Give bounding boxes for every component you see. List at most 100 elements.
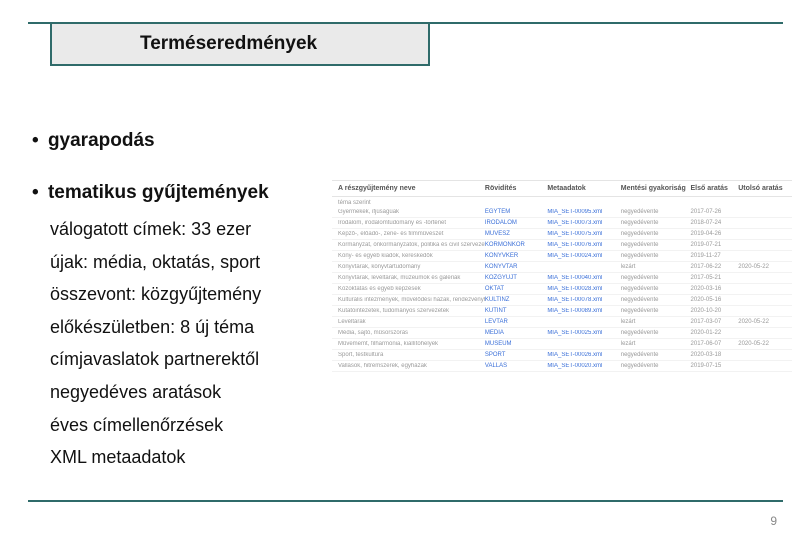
table-row: Sport, testkultúraSPORTMIA_SET-00026.xml…: [332, 350, 792, 361]
table-cell-c4: lezárt: [621, 264, 691, 270]
table-cell-c1: Művememt, filharmónia, kiállítóhelyek: [338, 341, 485, 347]
table-cell-c5: 2020-10-20: [691, 308, 739, 314]
table-cell-c4: negyedévente: [621, 253, 691, 259]
bullet-dot: •: [32, 182, 39, 203]
table-cell-c1: Kormányzat, önkormányzatok, politika és …: [338, 242, 485, 248]
table-cell-c5: 2019-07-21: [691, 242, 739, 248]
table-cell-c4: negyedévente: [621, 209, 691, 215]
table-cell-c3: MIA_SET-00078.xml: [547, 297, 620, 303]
table-row: Könyvtárak, könyvtártudományKONYVTAR lezá…: [332, 262, 792, 273]
table-cell-c5: 2017-06-07: [691, 341, 739, 347]
table-row: Irodalom, irodalomtudomány és -történetI…: [332, 218, 792, 229]
table-cell-c5: 2019-04-26: [691, 231, 739, 237]
table-cell-c5: 2018-07-24: [691, 220, 739, 226]
table-header: A részgyűjtemény neve Rövidítés Metaadat…: [332, 181, 792, 197]
table-cell-c2: KOZGYUJT: [485, 275, 547, 281]
table-cell-c4: negyedévente: [621, 352, 691, 358]
bottom-rule: [28, 500, 783, 502]
table-cell-c2: IRODALOM: [485, 220, 547, 226]
bullet-dot: •: [32, 130, 39, 151]
table-section-label: téma szerint: [332, 197, 792, 207]
table-cell-c5: 2019-07-15: [691, 363, 739, 369]
table-cell-c5: 2017-05-21: [691, 275, 739, 281]
table-cell-c5: 2017-03-07: [691, 319, 739, 325]
bullet-1: • gyarapodás: [30, 130, 340, 152]
table-cell-c5: 2017-07-26: [691, 209, 739, 215]
table-cell-c2: KULTINZ: [485, 297, 547, 303]
table-cell-c3: MIA_SET-00028.xml: [547, 286, 620, 292]
table-cell-c2: SPORT: [485, 352, 547, 358]
table-row: Kutatóintézetek, tudományos szervezetekK…: [332, 306, 792, 317]
table-cell-c5: 2019-11-27: [691, 253, 739, 259]
table-cell-c3: MIA_SET-00076.xml: [547, 242, 620, 248]
table-cell-c3: MIA_SET-00025.xml: [547, 330, 620, 336]
table-body: Gyermekek, ifjúságúakEGYTEMMIA_SET-00095…: [332, 207, 792, 372]
table-cell-c2: KONYVKER: [485, 253, 547, 259]
table-cell-c5: 2020-03-18: [691, 352, 739, 358]
table-cell-c2: MUVESZ: [485, 231, 547, 237]
table-cell-c2: MUSEUM: [485, 341, 547, 347]
table-cell-c4: negyedévente: [621, 297, 691, 303]
table-cell-c1: Vallások, hitremszerek, egyházak: [338, 363, 485, 369]
table-cell-c1: Könyvtárak, könyvtártudomány: [338, 264, 485, 270]
sub-item: újak: média, oktatás, sport: [50, 247, 340, 278]
bullet-2-text: tematikus gyűjtemények: [48, 182, 269, 203]
table-row: Gyermekek, ifjúságúakEGYTEMMIA_SET-00095…: [332, 207, 792, 218]
table-cell-c2: KONYVTAR: [485, 264, 547, 270]
collections-table: A részgyűjtemény neve Rövidítés Metaadat…: [332, 180, 792, 372]
table-row: Média, sajtó, műsorszórásMEDIAMIA_SET-00…: [332, 328, 792, 339]
sub-item: válogatott címek: 33 ezer: [50, 214, 340, 245]
th-abbr: Rövidítés: [485, 185, 547, 192]
table-cell-c2: VALLAS: [485, 363, 547, 369]
table-cell-c1: Képző-, előadó-, zene- és filmművészet: [338, 231, 485, 237]
table-row: Vallások, hitremszerek, egyházakVALLASMI…: [332, 361, 792, 372]
table-cell-c1: Gyermekek, ifjúságúak: [338, 209, 485, 215]
sub-item: előkészületben: 8 új téma: [50, 312, 340, 343]
sub-list: válogatott címek: 33 ezer újak: média, o…: [30, 214, 340, 473]
sub-item: összevont: közgyűjtemény: [50, 279, 340, 310]
table-cell-c4: negyedévente: [621, 242, 691, 248]
table-cell-c4: negyedévente: [621, 330, 691, 336]
table-cell-c4: lezárt: [621, 319, 691, 325]
table-row: Köny- és egyéb kiadók, kereskedőkKONYVKE…: [332, 251, 792, 262]
table-cell-c2: LEVTAR: [485, 319, 547, 325]
table-cell-c1: Köny- és egyéb kiadók, kereskedők: [338, 253, 485, 259]
table-cell-c3: MIA_SET-00040.xml: [547, 275, 620, 281]
sub-item: XML metaadatok: [50, 442, 340, 473]
bullet-1-text: gyarapodás: [48, 130, 155, 151]
table-row: Művememt, filharmónia, kiállítóhelyekMUS…: [332, 339, 792, 350]
table-cell-c1: Levéltárak: [338, 319, 485, 325]
table-cell-c2: KORMONKOR: [485, 242, 547, 248]
table-row: Közoktatás és egyéb képzésekOKTATMIA_SET…: [332, 284, 792, 295]
bullet-2: • tematikus gyűjtemények: [30, 182, 340, 204]
table-cell-c1: Kulturális intézmények, művelődési házak…: [338, 297, 485, 303]
table-cell-c4: negyedévente: [621, 275, 691, 281]
table-cell-c1: Sport, testkultúra: [338, 352, 485, 358]
sub-item: éves címellenőrzések: [50, 410, 340, 441]
table-row: Kulturális intézmények, művelődési házak…: [332, 295, 792, 306]
table-cell-c2: OKTAT: [485, 286, 547, 292]
table-cell-c6: 2020-05-22: [738, 341, 786, 347]
table-cell-c5: 2020-03-16: [691, 286, 739, 292]
content-area: • gyarapodás • tematikus gyűjtemények vá…: [30, 130, 340, 475]
sub-item: negyedéves aratások: [50, 377, 340, 408]
table-cell-c3: MIA_SET-00020.xml: [547, 363, 620, 369]
table-row: Könyvtárak, levéltárak, múzeumok és galé…: [332, 273, 792, 284]
table-cell-c3: MIA_SET-00095.xml: [547, 209, 620, 215]
table-cell-c1: Irodalom, irodalomtudomány és -történet: [338, 220, 485, 226]
table-cell-c2: MEDIA: [485, 330, 547, 336]
th-last: Utolsó aratás: [738, 185, 786, 192]
table-cell-c3: MIA_SET-00075.xml: [547, 231, 620, 237]
table-cell-c3: MIA_SET-00024.xml: [547, 253, 620, 259]
table-cell-c3: MIA_SET-00026.xml: [547, 352, 620, 358]
table-cell-c5: 2020-01-22: [691, 330, 739, 336]
table-cell-c3: MIA_SET-00089.xml: [547, 308, 620, 314]
th-freq: Mentési gyakoriság: [621, 185, 691, 192]
slide-title: Terméseredmények: [140, 33, 317, 55]
th-name: A részgyűjtemény neve: [338, 185, 485, 192]
table-cell-c4: negyedévente: [621, 220, 691, 226]
table-cell-c1: Közoktatás és egyéb képzések: [338, 286, 485, 292]
table-row: Képző-, előadó-, zene- és filmművészetMU…: [332, 229, 792, 240]
table-cell-c4: negyedévente: [621, 231, 691, 237]
table-cell-c6: 2020-05-22: [738, 264, 786, 270]
